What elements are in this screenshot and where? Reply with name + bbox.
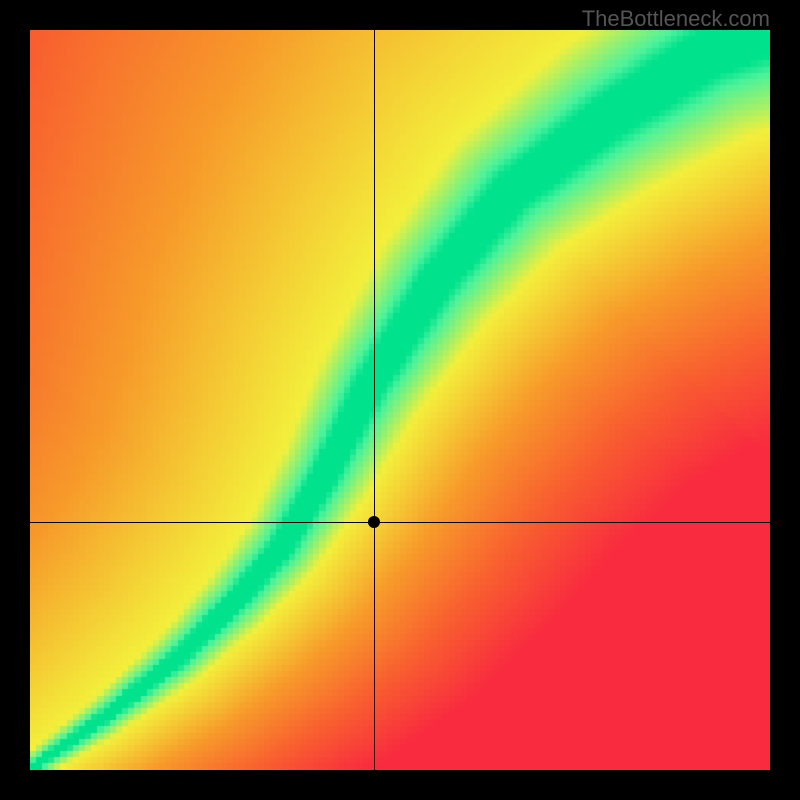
crosshair-vertical [374, 30, 375, 770]
plot-area [30, 30, 770, 770]
marker-point [368, 516, 380, 528]
heatmap-canvas [30, 30, 770, 770]
crosshair-horizontal [30, 522, 770, 523]
watermark-label: TheBottleneck.com [582, 6, 770, 32]
